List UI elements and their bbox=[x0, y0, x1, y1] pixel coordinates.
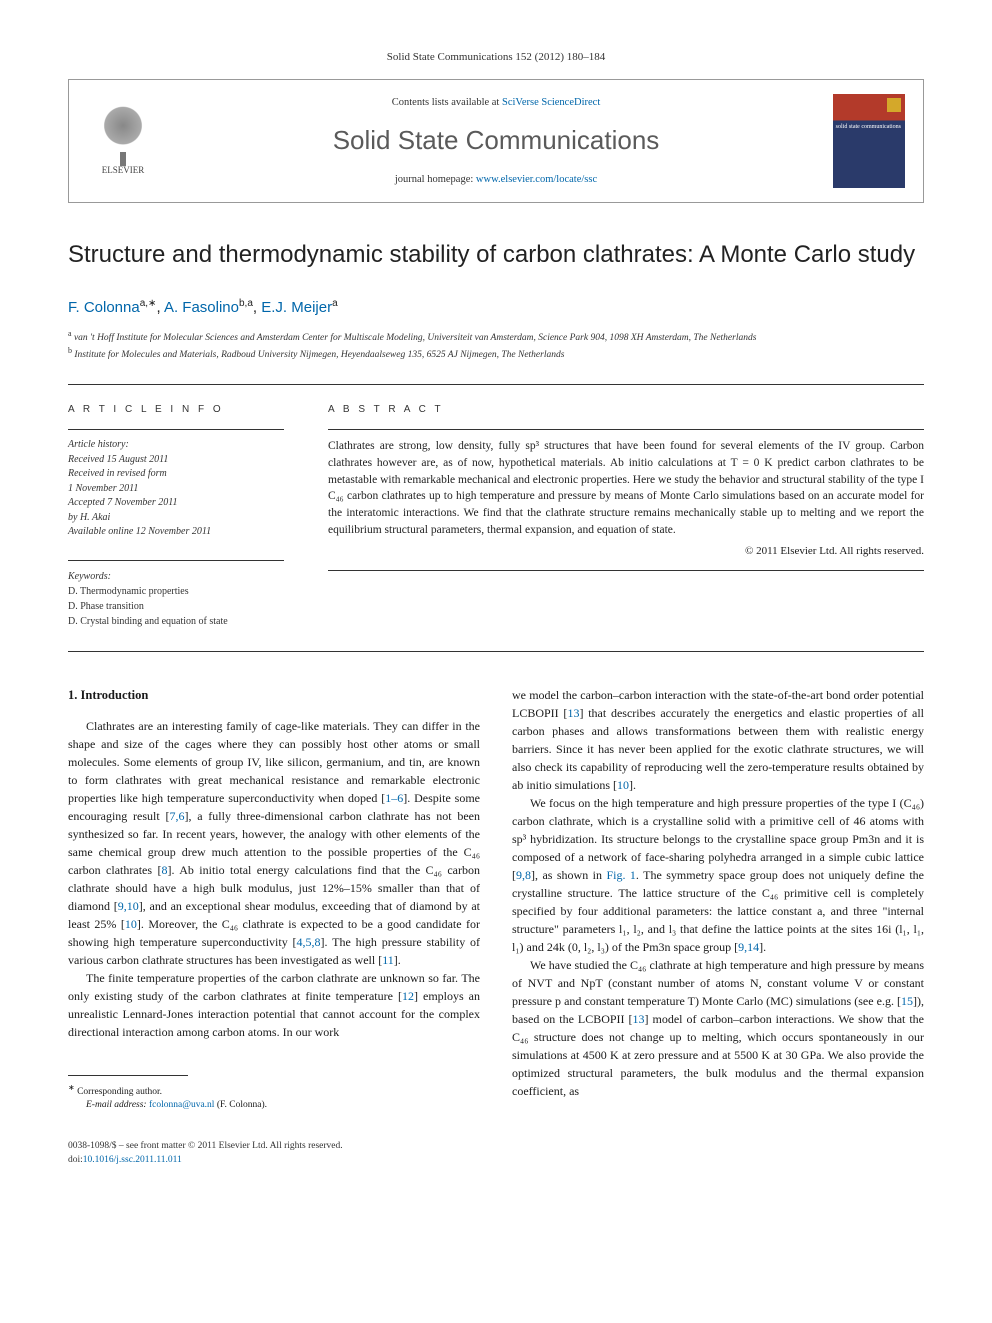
footnote-sup: ∗ bbox=[68, 1083, 75, 1092]
citation-link[interactable]: 11 bbox=[382, 953, 394, 967]
affil-text: van 't Hoff Institute for Molecular Scie… bbox=[72, 333, 757, 343]
body-text: ], as shown in bbox=[531, 868, 606, 882]
footnote-divider bbox=[68, 1075, 188, 1076]
author-link[interactable]: F. Colonna bbox=[68, 299, 140, 316]
citation-link[interactable]: 15 bbox=[901, 994, 913, 1008]
history-revised-date: 1 November 2011 bbox=[68, 482, 284, 497]
citation-link[interactable]: 1–6 bbox=[385, 791, 403, 805]
affiliations: a van 't Hoff Institute for Molecular Sc… bbox=[68, 328, 924, 363]
email-link[interactable]: fcolonna@uva.nl bbox=[149, 1100, 214, 1110]
article-info-column: A R T I C L E I N F O Article history: R… bbox=[68, 403, 284, 629]
body-text: We have studied the C₄₆ clathrate at hig… bbox=[512, 958, 924, 1008]
author-sep: , bbox=[156, 299, 164, 316]
header-center: Contents lists available at SciVerse Sci… bbox=[179, 96, 813, 188]
divider bbox=[68, 651, 924, 652]
history-received: Received 15 August 2011 bbox=[68, 453, 284, 468]
history-accepted: Accepted 7 November 2011 bbox=[68, 496, 284, 511]
article-title: Structure and thermodynamic stability of… bbox=[68, 239, 924, 270]
citation-link[interactable]: 9,14 bbox=[738, 940, 759, 954]
body-text: ]. bbox=[759, 940, 766, 954]
author-affil-sup: a bbox=[332, 298, 338, 309]
body-paragraph: We focus on the high temperature and hig… bbox=[512, 794, 924, 956]
journal-cover-thumbnail: solid state communications bbox=[833, 94, 905, 188]
publisher-logo: ELSEVIER bbox=[87, 102, 159, 180]
history-revised: Received in revised form bbox=[68, 467, 284, 482]
divider bbox=[68, 384, 924, 385]
keyword: D. Thermodynamic properties bbox=[68, 584, 284, 599]
body-text: ]. bbox=[629, 778, 636, 792]
page: Solid State Communications 152 (2012) 18… bbox=[0, 0, 992, 1207]
body-paragraph: Clathrates are an interesting family of … bbox=[68, 717, 480, 969]
authors: F. Colonnaa,∗, A. Fasolinob,a, E.J. Meij… bbox=[68, 297, 924, 318]
copyright: © 2011 Elsevier Ltd. All rights reserved… bbox=[328, 544, 924, 559]
keywords-label: Keywords: bbox=[68, 569, 284, 584]
keyword: D. Crystal binding and equation of state bbox=[68, 614, 284, 629]
contents-line: Contents lists available at SciVerse Sci… bbox=[179, 96, 813, 111]
doi-link[interactable]: 10.1016/j.ssc.2011.11.011 bbox=[83, 1155, 182, 1165]
meta-row: A R T I C L E I N F O Article history: R… bbox=[68, 403, 924, 629]
history-online: Available online 12 November 2011 bbox=[68, 525, 284, 540]
affiliation-line: b Institute for Molecules and Materials,… bbox=[68, 345, 924, 362]
body-text: ]. bbox=[394, 953, 401, 967]
history-accepted-by: by H. Akai bbox=[68, 511, 284, 526]
author-affil-sup: a,∗ bbox=[140, 298, 157, 309]
citation-link[interactable]: 9,8 bbox=[516, 868, 531, 882]
citation-link[interactable]: 4,5,8 bbox=[297, 935, 321, 949]
email-label: E-mail address: bbox=[86, 1100, 149, 1110]
author-link[interactable]: A. Fasolino bbox=[164, 299, 239, 316]
abstract-column: A B S T R A C T Clathrates are strong, l… bbox=[328, 403, 924, 629]
cover-label: solid state communications bbox=[836, 124, 901, 131]
affil-text: Institute for Molecules and Materials, R… bbox=[72, 350, 564, 360]
homepage-link[interactable]: www.elsevier.com/locate/ssc bbox=[476, 174, 597, 185]
article-history: Article history: Received 15 August 2011… bbox=[68, 438, 284, 540]
author-link[interactable]: E.J. Meijer bbox=[261, 299, 332, 316]
citation-link[interactable]: 10 bbox=[125, 917, 137, 931]
footer-doi: doi:10.1016/j.ssc.2011.11.011 bbox=[68, 1154, 924, 1167]
keywords-block: Keywords: D. Thermodynamic properties D.… bbox=[68, 569, 284, 629]
homepage-line: journal homepage: www.elsevier.com/locat… bbox=[179, 173, 813, 188]
journal-header: ELSEVIER Contents lists available at Sci… bbox=[68, 79, 924, 203]
homepage-prefix: journal homepage: bbox=[395, 174, 476, 185]
column-right: we model the carbon–carbon interaction w… bbox=[512, 686, 924, 1113]
page-footer: 0038-1098/$ – see front matter © 2011 El… bbox=[68, 1140, 924, 1167]
abstract-text: Clathrates are strong, low density, full… bbox=[328, 438, 924, 538]
divider bbox=[68, 429, 284, 430]
history-label: Article history: bbox=[68, 438, 284, 453]
elsevier-tree-icon bbox=[95, 106, 151, 162]
column-left: 1. Introduction Clathrates are an intere… bbox=[68, 686, 480, 1113]
citation-link[interactable]: 7,6 bbox=[169, 809, 184, 823]
divider bbox=[68, 560, 284, 561]
contents-prefix: Contents lists available at bbox=[392, 97, 502, 108]
citation-link[interactable]: 13 bbox=[633, 1012, 645, 1026]
abstract-label: A B S T R A C T bbox=[328, 403, 924, 417]
citation-link[interactable]: 12 bbox=[402, 989, 414, 1003]
corresponding-author-footnote: ∗ Corresponding author. E-mail address: … bbox=[68, 1082, 480, 1113]
divider bbox=[328, 429, 924, 430]
section-heading: 1. Introduction bbox=[68, 686, 480, 705]
sciencedirect-link[interactable]: SciVerse ScienceDirect bbox=[502, 97, 600, 108]
body-paragraph: we model the carbon–carbon interaction w… bbox=[512, 686, 924, 794]
author-affil-sup: b,a bbox=[239, 298, 253, 309]
article-info-label: A R T I C L E I N F O bbox=[68, 403, 284, 417]
citation-link[interactable]: 13 bbox=[567, 706, 579, 720]
keyword: D. Phase transition bbox=[68, 599, 284, 614]
figure-link[interactable]: Fig. 1 bbox=[606, 868, 635, 882]
affiliation-line: a van 't Hoff Institute for Molecular Sc… bbox=[68, 328, 924, 345]
divider bbox=[328, 570, 924, 571]
doi-prefix: doi: bbox=[68, 1155, 83, 1165]
citation-link[interactable]: 10 bbox=[617, 778, 629, 792]
journal-reference: Solid State Communications 152 (2012) 18… bbox=[68, 50, 924, 65]
footer-copyright: 0038-1098/$ – see front matter © 2011 El… bbox=[68, 1140, 924, 1153]
author-sep: , bbox=[253, 299, 261, 316]
citation-link[interactable]: 9,10 bbox=[118, 899, 139, 913]
body-paragraph: The finite temperature properties of the… bbox=[68, 969, 480, 1041]
journal-title: Solid State Communications bbox=[179, 122, 813, 158]
footnote-text: (F. Colonna). bbox=[214, 1100, 267, 1110]
body-paragraph: We have studied the C₄₆ clathrate at hig… bbox=[512, 956, 924, 1100]
footnote-text: Corresponding author. bbox=[75, 1087, 162, 1097]
body-columns: 1. Introduction Clathrates are an intere… bbox=[68, 686, 924, 1113]
